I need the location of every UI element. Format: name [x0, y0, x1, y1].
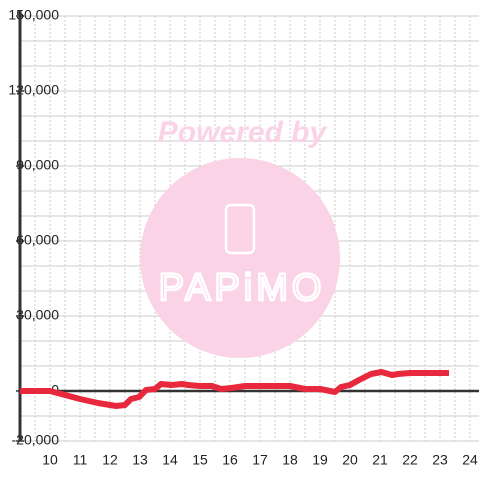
- x-tick-label: 21: [372, 452, 388, 468]
- x-tick-label: 23: [432, 452, 448, 468]
- x-tick-label: 15: [192, 452, 208, 468]
- y-tick-label: 120,000: [8, 82, 59, 98]
- x-tick-label: 20: [342, 452, 358, 468]
- x-tick-label: 11: [73, 452, 88, 468]
- watermark-logo: PAPiMO: [159, 267, 326, 309]
- y-tick-label: 90,000: [16, 157, 59, 173]
- x-tick-label: 19: [312, 452, 328, 468]
- x-tick-label: 14: [162, 452, 178, 468]
- x-tick-label: 18: [282, 452, 298, 468]
- watermark-phone: [224, 203, 256, 255]
- y-tick-label: -20,000: [12, 432, 60, 448]
- y-tick-label: 60,000: [16, 232, 59, 248]
- x-tick-label: 16: [222, 452, 238, 468]
- watermark-text: Powered by: [158, 116, 328, 149]
- x-tick-label: 22: [402, 452, 418, 468]
- y-tick-label: 150,000: [8, 7, 59, 23]
- y-tick-label: 30,000: [16, 307, 59, 323]
- line: [20, 369, 449, 409]
- x-tick-label: 13: [132, 452, 148, 468]
- x-tick-label: 10: [42, 452, 58, 468]
- watermark-circle: [140, 158, 340, 358]
- x-tick-label: 17: [252, 452, 268, 468]
- x-tick-label: 24: [462, 452, 478, 468]
- x-tick-label: 12: [102, 452, 118, 468]
